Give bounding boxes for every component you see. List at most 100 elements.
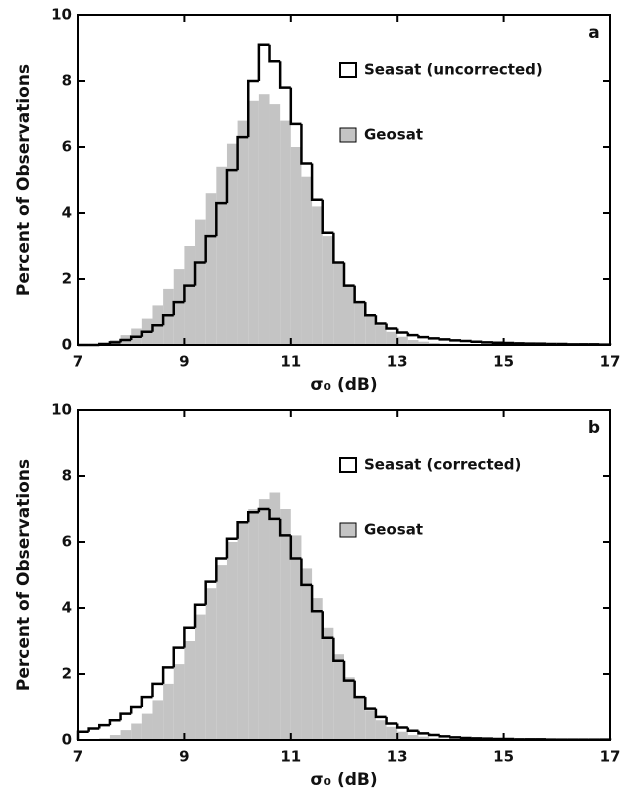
histogram-step xyxy=(427,337,440,340)
histogram-bar xyxy=(216,166,227,345)
histogram-step xyxy=(278,61,291,89)
histogram-step xyxy=(193,261,206,286)
histogram-bar xyxy=(248,509,259,740)
histogram-bar xyxy=(248,100,259,345)
x-tick-label: 9 xyxy=(179,353,189,371)
histogram-bar xyxy=(301,176,313,345)
y-axis-label: Percent of Observations xyxy=(14,64,34,296)
histogram-step xyxy=(459,339,472,343)
histogram-step xyxy=(225,537,238,559)
histogram-bar xyxy=(163,683,174,740)
y-tick-label: 0 xyxy=(62,731,72,749)
histogram-step xyxy=(98,723,110,729)
histogram-bar xyxy=(365,315,376,345)
histogram-step xyxy=(236,520,249,539)
x-tick-label: 17 xyxy=(600,748,621,766)
histogram-step xyxy=(364,302,376,317)
histogram-bar xyxy=(312,206,323,345)
histogram-step xyxy=(321,199,334,235)
histogram-bar xyxy=(418,736,430,740)
histogram-bar xyxy=(397,336,408,345)
histogram-bar xyxy=(184,641,196,740)
histogram-bar xyxy=(269,492,281,740)
y-tick-label: 6 xyxy=(62,533,72,551)
histogram-step xyxy=(385,323,398,330)
histogram-bar xyxy=(407,340,419,345)
histogram-bar xyxy=(226,542,238,740)
histogram-step xyxy=(395,723,408,729)
histogram-step xyxy=(332,637,344,663)
histogram-bar xyxy=(407,735,419,740)
x-tick-label: 9 xyxy=(179,748,189,766)
histogram-step xyxy=(310,584,323,613)
y-tick-label: 8 xyxy=(62,467,72,485)
legend-label: Geosat xyxy=(364,521,423,539)
histogram-step xyxy=(470,340,483,343)
histogram-bar xyxy=(195,614,206,740)
histogram-step xyxy=(172,646,185,668)
histogram-bar xyxy=(333,262,344,345)
histogram-bar xyxy=(195,219,206,345)
y-tick-label: 8 xyxy=(62,72,72,90)
histogram-step xyxy=(406,727,419,733)
histogram-step xyxy=(268,44,281,63)
histogram-bar xyxy=(344,677,355,740)
histogram-step xyxy=(161,314,174,326)
x-tick-label: 15 xyxy=(493,353,514,371)
legend-label: Seasat (corrected) xyxy=(364,456,521,474)
y-tick-label: 10 xyxy=(51,401,72,419)
histogram-step xyxy=(481,341,493,344)
legend-swatch xyxy=(339,62,357,78)
x-tick-label: 13 xyxy=(387,353,408,371)
histogram-step xyxy=(417,335,430,339)
histogram-bar xyxy=(173,664,185,740)
histogram-bar xyxy=(216,565,227,740)
histogram-step xyxy=(87,727,100,732)
histogram-step xyxy=(374,315,387,325)
y-tick-label: 4 xyxy=(62,204,72,222)
histogram-bar xyxy=(344,285,355,345)
histogram-bar xyxy=(120,730,132,740)
histogram-step xyxy=(119,338,132,343)
y-axis-label: Percent of Observations xyxy=(14,459,34,691)
histogram-step xyxy=(140,695,153,707)
histogram-step xyxy=(129,335,142,341)
histogram-step xyxy=(236,135,249,171)
histogram-bar xyxy=(237,120,249,345)
panel-label: b xyxy=(588,418,600,438)
histogram-step xyxy=(321,611,334,639)
histogram-step xyxy=(257,43,270,81)
histogram-bar xyxy=(397,731,408,740)
x-tick-label: 7 xyxy=(73,353,83,371)
histogram-bar xyxy=(258,499,270,740)
histogram-bar xyxy=(109,735,121,740)
panel-label: a xyxy=(588,23,599,43)
histogram-step xyxy=(353,680,366,699)
histogram-bar xyxy=(418,341,430,345)
histogram-bar xyxy=(163,288,174,345)
histogram-step xyxy=(300,558,313,587)
histogram-step xyxy=(76,730,89,740)
histogram-step xyxy=(364,697,376,710)
histogram-step xyxy=(406,332,419,337)
x-tick-label: 15 xyxy=(493,748,514,766)
histogram-step xyxy=(129,705,142,714)
histogram-step xyxy=(246,79,259,138)
histogram-bar xyxy=(131,723,142,740)
x-axis-label: σ₀ (dB) xyxy=(310,770,377,790)
histogram-bar xyxy=(354,697,366,740)
histogram-bar xyxy=(152,700,164,740)
histogram-step xyxy=(215,201,227,237)
legend-label: Seasat (uncorrected) xyxy=(364,61,543,79)
x-tick-label: 17 xyxy=(600,353,621,371)
histogram-bar xyxy=(301,568,313,740)
histogram-step xyxy=(257,507,270,513)
histogram-step xyxy=(204,234,217,263)
histogram-bar xyxy=(226,143,238,345)
histogram-step xyxy=(438,735,451,738)
histogram-step xyxy=(353,285,366,304)
histogram-bar xyxy=(269,104,281,345)
histogram-bar xyxy=(333,654,344,740)
histogram-step xyxy=(193,603,206,628)
histogram-bar xyxy=(141,713,153,740)
